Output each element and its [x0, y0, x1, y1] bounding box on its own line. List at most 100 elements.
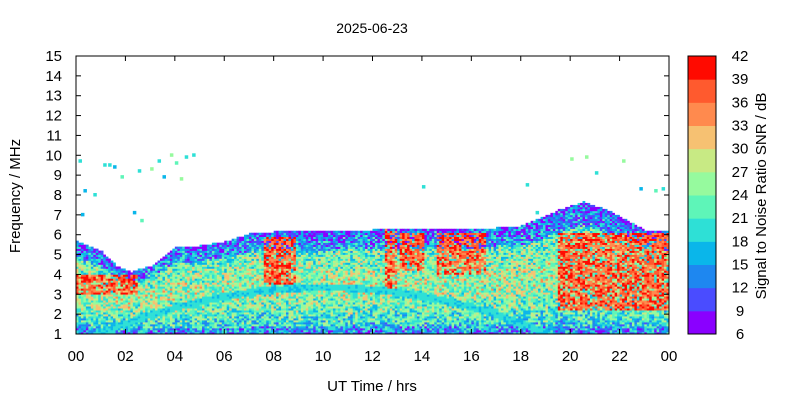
heatmap-cell — [194, 252, 198, 255]
heatmap-cell — [342, 298, 346, 301]
heatmap-cell — [263, 314, 267, 317]
heatmap-cell — [78, 276, 82, 279]
heatmap-cell — [258, 318, 262, 321]
heatmap-cell — [132, 302, 136, 305]
heatmap-cell — [135, 274, 139, 277]
heatmap-cell — [308, 302, 312, 305]
heatmap-cell — [137, 306, 141, 309]
heatmap-cell — [290, 268, 294, 271]
heatmap-cell — [226, 250, 230, 253]
heatmap-cell — [258, 304, 262, 307]
heatmap-cell — [204, 332, 208, 335]
heatmap-cell — [150, 284, 153, 287]
heatmap-cell — [174, 302, 178, 305]
heatmap-cell — [147, 328, 151, 331]
heatmap-cell — [78, 266, 82, 269]
heatmap-cell — [90, 284, 94, 287]
heatmap-cell — [108, 308, 111, 311]
heatmap-cell — [345, 310, 349, 313]
heatmap-cell — [113, 326, 116, 329]
heatmap-cell — [155, 308, 158, 311]
heatmap-cell — [340, 320, 344, 323]
heatmap-cell — [194, 276, 198, 279]
heatmap-cell — [305, 300, 309, 303]
heatmap-cell — [105, 304, 109, 307]
heatmap-cell — [229, 328, 232, 331]
heatmap-cell — [323, 286, 326, 289]
heatmap-cell — [132, 308, 136, 311]
heatmap-cell — [310, 320, 314, 323]
heatmap-cell — [211, 300, 215, 303]
heatmap-cell — [318, 308, 321, 311]
heatmap-cell — [197, 328, 200, 331]
heatmap-cell — [305, 330, 309, 333]
heatmap-cell — [155, 292, 158, 295]
heatmap-cell — [155, 300, 158, 303]
heatmap-cell — [239, 326, 242, 329]
heatmap-cell — [330, 254, 334, 257]
heatmap-cell — [340, 236, 344, 239]
heatmap-cell — [221, 258, 225, 261]
heatmap-cell — [187, 278, 190, 281]
heatmap-cell — [248, 322, 252, 325]
heatmap-cell — [236, 266, 240, 269]
heatmap-cell — [110, 322, 114, 325]
heatmap-cell — [251, 304, 255, 307]
heatmap-cell — [90, 256, 94, 259]
heatmap-cell — [157, 306, 161, 309]
heatmap-cell — [172, 306, 176, 309]
heatmap-cell — [281, 270, 284, 273]
heatmap-cell — [162, 274, 166, 277]
heatmap-cell — [320, 260, 324, 263]
heatmap-cell — [100, 250, 104, 253]
heatmap-cell — [174, 318, 178, 321]
heatmap-cell — [147, 306, 151, 309]
heatmap-cell — [157, 260, 161, 263]
heatmap-cell — [332, 282, 336, 285]
heatmap-cell — [160, 318, 163, 321]
heatmap-cell — [281, 304, 284, 307]
heatmap-cell — [253, 276, 257, 279]
heatmap-cell — [288, 246, 292, 249]
heatmap-cells — [76, 153, 670, 335]
heatmap-cell — [189, 322, 193, 325]
heatmap-cell — [278, 312, 282, 315]
heatmap-cell — [258, 244, 262, 247]
heatmap-cell — [231, 244, 235, 247]
heatmap-cell — [78, 256, 82, 259]
heatmap-cell — [328, 284, 331, 287]
heatmap-cell — [283, 240, 287, 243]
heatmap-cell — [300, 308, 304, 311]
heatmap-cell — [248, 330, 252, 333]
heatmap-cell — [219, 332, 223, 335]
heatmap-cell — [78, 248, 82, 251]
heatmap-cell — [325, 326, 329, 329]
heatmap-cell — [340, 306, 344, 309]
heatmap-cell — [310, 282, 314, 285]
heatmap-cell — [308, 240, 312, 243]
heatmap-cell — [271, 314, 274, 317]
heatmap-cell — [253, 268, 257, 271]
heatmap-cell — [110, 326, 114, 329]
heatmap-cell — [251, 262, 255, 265]
heatmap-cell — [261, 264, 265, 267]
heatmap-cell — [328, 306, 331, 309]
heatmap-cell — [172, 272, 176, 275]
heatmap-cell — [187, 268, 190, 271]
heatmap-cell — [241, 322, 245, 325]
heatmap-cell — [258, 254, 262, 257]
heatmap-cell — [310, 324, 314, 327]
heatmap-cell — [332, 318, 336, 321]
heatmap-cell — [271, 326, 274, 329]
heatmap-cell — [332, 300, 336, 303]
heatmap-cell — [162, 294, 166, 297]
heatmap-cell — [214, 252, 218, 255]
heatmap-cell — [251, 314, 255, 317]
heatmap-cell — [300, 298, 304, 301]
heatmap-cell — [78, 250, 82, 253]
heatmap-cell — [261, 316, 265, 319]
heatmap-cell — [132, 272, 136, 275]
heatmap-cell — [160, 274, 163, 277]
heatmap-cell — [239, 282, 242, 285]
heatmap-cell — [202, 306, 205, 309]
